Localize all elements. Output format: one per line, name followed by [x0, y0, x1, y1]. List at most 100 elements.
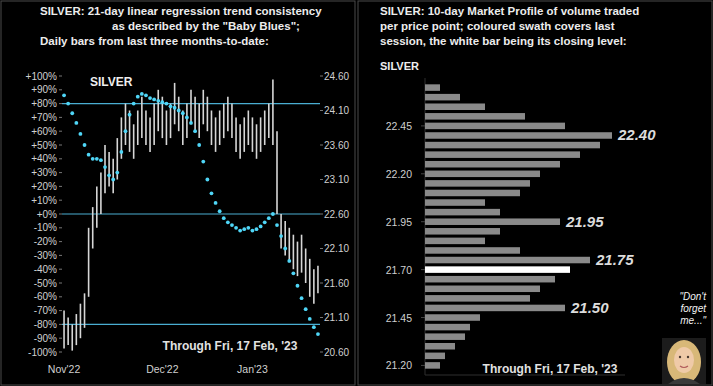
range-bar	[80, 304, 82, 339]
y-tick	[59, 241, 62, 242]
portrait-hair	[667, 340, 701, 384]
bar	[425, 333, 465, 340]
bar	[425, 266, 570, 273]
point	[205, 178, 209, 182]
price-annotation: 21.50	[570, 299, 609, 316]
y2-tick	[320, 352, 323, 353]
point	[189, 121, 193, 125]
y-tick	[59, 103, 62, 104]
range-bar	[88, 228, 90, 297]
y-tick-label: +60%	[31, 126, 57, 137]
range-bar	[243, 117, 245, 151]
callout-line: "Don't	[679, 291, 707, 302]
callout: "Don'tforgetme..."	[679, 291, 707, 326]
range-bar	[293, 235, 295, 270]
y2-tick-label: 20.60	[324, 347, 349, 358]
range-bar	[141, 97, 143, 138]
y-tick-label: -40%	[34, 264, 57, 275]
range-bar	[301, 235, 303, 273]
bar	[425, 257, 590, 264]
range-bar	[182, 111, 184, 146]
point	[128, 113, 132, 117]
y-tick-label: 22.20	[386, 168, 412, 180]
range-bar	[268, 104, 270, 139]
point	[197, 143, 201, 147]
y2-tick-label: 22.10	[324, 243, 349, 254]
price-annotation: 21.95	[565, 213, 604, 230]
point	[160, 100, 164, 104]
y-tick-label: 22.45	[386, 120, 412, 132]
title-line: SILVER: 10-day Market Profile of volume …	[380, 5, 639, 17]
range-bar	[227, 97, 229, 132]
bar	[425, 362, 440, 369]
x-tick-label: Dec'22	[146, 363, 179, 375]
range-bar	[133, 124, 135, 159]
range-bar	[190, 90, 192, 125]
y-tick	[421, 269, 425, 270]
subtitle: Through Fri, 17 Feb, '23	[163, 339, 298, 353]
y-tick-label: -30%	[34, 250, 57, 261]
range-bar	[248, 111, 250, 146]
point	[95, 157, 99, 161]
point	[222, 216, 226, 220]
title-line: session, the white bar being its closing…	[380, 35, 627, 47]
y-tick	[421, 221, 425, 222]
point	[156, 99, 160, 103]
range-bar	[125, 104, 127, 145]
point	[185, 116, 189, 120]
point	[62, 93, 66, 97]
y2-tick-label: 21.10	[324, 312, 349, 323]
point	[246, 226, 250, 230]
portrait-eye	[679, 356, 681, 358]
range-bar	[276, 131, 278, 214]
range-bar	[174, 83, 176, 124]
y-tick-label: +50%	[31, 140, 57, 151]
y-tick-label: +20%	[31, 181, 57, 192]
title-line: as described by the "Baby Blues";	[112, 20, 300, 32]
y-tick-label: +0%	[37, 209, 57, 220]
y-tick	[59, 338, 62, 339]
y-tick-label: +80%	[31, 98, 57, 109]
range-bar	[215, 117, 217, 151]
point	[70, 111, 74, 115]
bar	[425, 142, 600, 149]
bar	[425, 171, 540, 178]
y-tick	[59, 296, 62, 297]
point	[263, 220, 267, 224]
y-tick	[59, 283, 62, 284]
y2-tick	[320, 283, 323, 284]
range-bar	[166, 111, 168, 146]
range-bar	[231, 104, 233, 139]
y-tick	[59, 255, 62, 256]
subtitle: Through Fri, 17 Feb, '23	[483, 362, 618, 376]
range-bar	[100, 173, 102, 214]
y-tick	[59, 145, 62, 146]
y2-tick	[320, 76, 323, 77]
y-tick	[59, 89, 62, 90]
point	[304, 307, 308, 311]
range-bar	[256, 124, 258, 159]
point	[259, 225, 263, 229]
point	[296, 284, 300, 288]
range-bar	[219, 111, 221, 146]
point	[275, 223, 279, 227]
bar	[425, 353, 445, 360]
title-line: per price point; coloured swath covers l…	[380, 20, 615, 32]
portrait	[662, 338, 706, 384]
y-tick	[421, 125, 425, 126]
y2-tick-label: 23.60	[324, 140, 349, 151]
y-tick-label: +10%	[31, 195, 57, 206]
point	[132, 102, 136, 106]
bar	[425, 151, 580, 158]
point	[291, 271, 295, 275]
bar	[425, 161, 560, 168]
plot-area	[62, 79, 320, 350]
range-bar	[186, 104, 188, 139]
point	[107, 173, 111, 177]
y-tick-label: -60%	[34, 291, 57, 302]
range-bar	[260, 117, 262, 151]
y-tick	[59, 158, 62, 159]
callout-line: forget	[680, 303, 707, 314]
y-tick-label: -100%	[28, 347, 57, 358]
range-bar	[313, 269, 315, 304]
